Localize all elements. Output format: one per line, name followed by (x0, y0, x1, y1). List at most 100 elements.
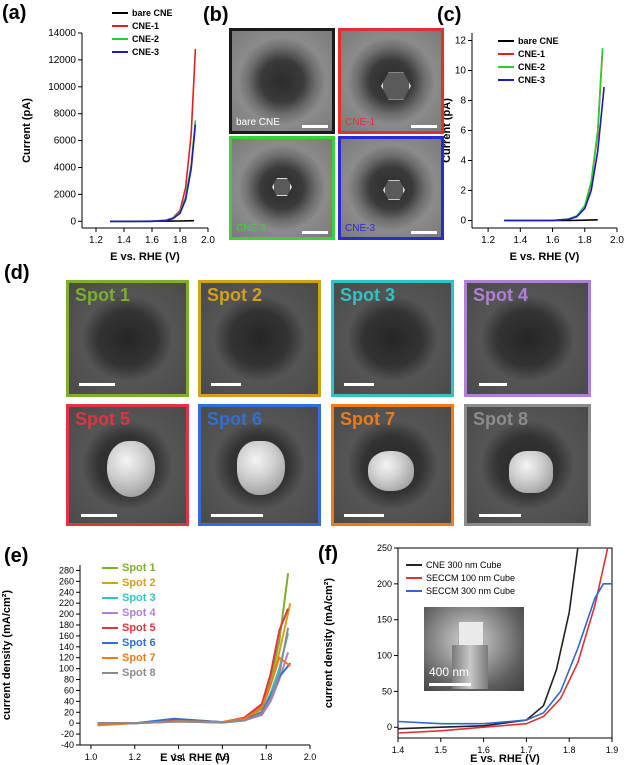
scale-bar (411, 125, 437, 128)
y-tick-label: 8 (460, 96, 466, 107)
y-axis-label: current density (mA/cm²) (1, 590, 13, 721)
legend-label: Spot 8 (122, 667, 156, 679)
hexagon-particle (381, 72, 411, 100)
series-line-cne-2 (504, 47, 604, 222)
legend-label: Spot 1 (122, 562, 156, 574)
particle-blob (237, 441, 285, 495)
y-tick-label: -20 (61, 729, 74, 739)
pillar (452, 645, 488, 689)
y-tick-label: 6 (460, 126, 466, 137)
x-axis-label: E vs. RHE (V) (110, 251, 180, 263)
scale-bar (479, 383, 507, 386)
hexagon-particle (272, 178, 292, 196)
y-tick-label: 6000 (54, 136, 77, 147)
scale-bar (344, 514, 384, 517)
sem-image-spot-5: Spot 5 (66, 404, 189, 526)
y-axis-label: Current (pA) (441, 98, 453, 163)
legend-label: Spot 6 (122, 637, 156, 649)
y-tick-label: -40 (61, 740, 74, 750)
panel-label-d: (d) (4, 262, 30, 284)
panel-label-c: (c) (437, 4, 462, 26)
y-tick-label: 60 (64, 685, 74, 695)
series-line-cne-3 (110, 124, 197, 223)
y-tick-label: 40 (64, 696, 74, 706)
x-axis-label: E vs. RHE (V) (510, 251, 580, 263)
sem-tag: bare CNE (236, 117, 280, 128)
sem-tag: CNE-1 (345, 117, 376, 128)
chart-f: 1.4 1.5 1.6 1.7 1.8 1.9 0 50 100 150 200 250 E vs. R… (323, 543, 618, 765)
y-tick-label: 0 (460, 216, 466, 227)
y-tick-label: 10 (455, 66, 467, 77)
x-tick-label: 1.2 (129, 752, 142, 762)
y-tick-label: 120 (59, 653, 74, 663)
y-tick-label: 220 (59, 598, 74, 608)
y-tick-label: 180 (59, 620, 74, 630)
x-tick-label: 1.8 (260, 752, 273, 762)
series-line-cne-1 (110, 49, 197, 223)
panel-label-e: (e) (4, 545, 29, 567)
spot-title: Spot 5 (75, 409, 131, 429)
legend-label: CNE-1 (132, 21, 159, 31)
y-tick-label: 100 (377, 651, 392, 661)
x-tick-label: 1.4 (392, 745, 405, 755)
legend-label: CNE 300 nm Cube (426, 560, 502, 570)
y-tick-label: 280 (59, 565, 74, 575)
x-tick-label: 2.0 (304, 752, 317, 762)
sem-image-spot-3: Spot 3 (331, 280, 454, 397)
y-axis-label: current density (mA/cm²) (323, 578, 335, 709)
chart-a: 1.2 1.4 1.6 1.8 2.0 0 2000 4000 6000 8000 10000 120… (21, 8, 215, 263)
spot-title: Spot 7 (340, 409, 396, 429)
x-axis-label: E vs. RHE (V) (160, 752, 230, 764)
spot-title: Spot 6 (207, 409, 263, 429)
legend-label: CNE-3 (518, 75, 545, 85)
x-tick-label: 1.4 (117, 235, 131, 246)
legend-label: CNE-2 (132, 34, 159, 44)
series-line-cne-300-nm-cube (397, 547, 579, 730)
y-tick-label: 12000 (48, 55, 76, 66)
y-tick-label: 14000 (48, 28, 76, 39)
inset-scale-label: 400 nm (429, 665, 470, 679)
sem-image-bare-cne: bare CNE (229, 28, 335, 134)
x-tick-label: 1.2 (89, 235, 103, 246)
x-tick-label: 1.8 (173, 235, 187, 246)
y-tick-label: 140 (59, 642, 74, 652)
sem-image-cne-1: CNE-1 (338, 28, 444, 134)
scale-bar (479, 514, 521, 517)
sem-image-cne-3: CNE-3 (338, 136, 444, 240)
y-tick-label: 80 (64, 675, 74, 685)
y-tick-label: 150 (377, 615, 392, 625)
panel-label-f: (f) (318, 543, 338, 565)
panel-label-a: (a) (2, 2, 27, 24)
legend-label: CNE-3 (132, 47, 159, 57)
spot-title: Spot 3 (340, 285, 396, 305)
x-tick-label: 1.2 (481, 235, 495, 246)
y-tick-label: 250 (377, 543, 392, 553)
x-tick-label: 1.8 (578, 235, 592, 246)
y-tick-label: 2 (460, 186, 466, 197)
scale-bar (411, 231, 437, 234)
sem-tag: CNE-2 (236, 223, 267, 234)
scale-bar (79, 383, 115, 386)
scale-bar (81, 514, 117, 517)
sem-tag: CNE-3 (345, 223, 376, 234)
series-line-spot-8 (97, 627, 290, 725)
y-tick-label: 12 (455, 36, 467, 47)
legend-label: CNE-1 (518, 49, 545, 59)
panel-label-b: (b) (203, 4, 229, 26)
spot-title: Spot 2 (207, 285, 263, 305)
x-axis-label: E vs. RHE (V) (470, 753, 540, 765)
y-tick-label: 4000 (54, 162, 77, 173)
sem-image-spot-4: Spot 4 (464, 280, 591, 397)
spot-title: Spot 1 (75, 285, 131, 305)
legend-label: Spot 3 (122, 592, 156, 604)
chart-e: 1.0 1.2 1.4 1.6 1.8 2.0-40-200204060801001201… (1, 562, 317, 764)
x-tick-label: 1.8 (563, 745, 576, 755)
x-tick-label: 1.7 (520, 745, 533, 755)
legend-label: Spot 4 (122, 607, 156, 619)
y-tick-label: 200 (377, 579, 392, 589)
x-tick-label: 1.4 (172, 752, 185, 762)
legend-label: Spot 7 (122, 652, 156, 664)
x-tick-label: 1.6 (145, 235, 159, 246)
y-tick-label: 0 (387, 722, 392, 732)
x-tick-label: 1.4 (513, 235, 527, 246)
